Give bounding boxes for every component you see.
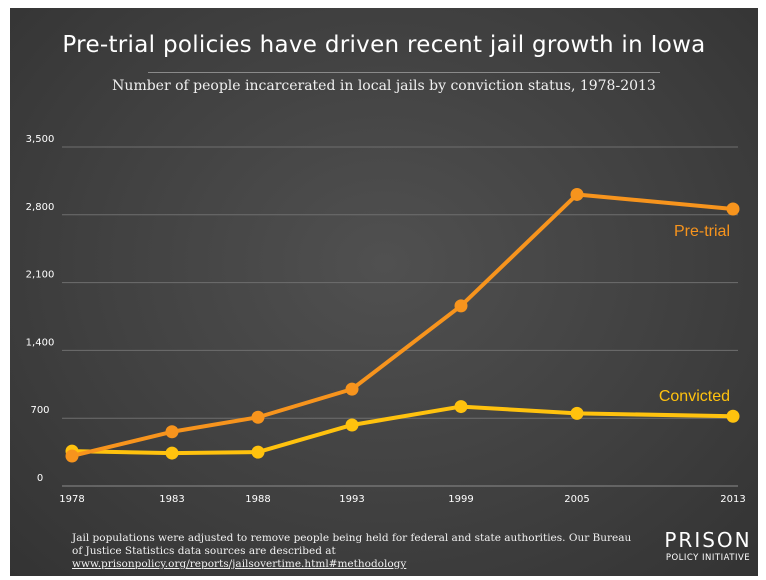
chart-subtitle: Number of people incarcerated in local j… (112, 78, 656, 94)
title-divider (148, 72, 660, 73)
series (65, 187, 740, 463)
logo-line-1: PRISON (664, 528, 752, 552)
line-chart: 0 700 1,400 2,100 2,800 3,500 1978 1983 1988 199… (26, 134, 746, 505)
prison-policy-logo: PRISON POLICY INITIATIVE (660, 528, 756, 564)
footer-text: Jail populations were adjusted to remove… (72, 532, 632, 557)
x-axis-ticks: 1978 1983 1988 1993 1999 2005 2013 (59, 494, 745, 505)
footer-note: Jail populations were adjusted to remove… (72, 532, 632, 571)
data-point (165, 425, 179, 439)
x-tick-label: 1993 (339, 494, 364, 505)
y-tick-label: 2,800 (26, 202, 55, 213)
data-point (345, 418, 359, 432)
y-axis-ticks: 0 700 1,400 2,100 2,800 3,500 (26, 134, 55, 484)
methodology-link[interactable]: www.prisonpolicy.org/reports/jailsoverti… (72, 558, 407, 570)
series-label: Convicted (659, 388, 730, 405)
x-tick-label: 1983 (159, 494, 184, 505)
data-point (251, 445, 265, 459)
y-tick-label: 0 (37, 473, 43, 484)
data-point (165, 446, 179, 460)
data-point (726, 202, 740, 216)
data-point (570, 406, 584, 420)
x-tick-label: 1978 (59, 494, 84, 505)
data-point (454, 299, 468, 313)
x-tick-label: 2005 (564, 494, 589, 505)
data-point (454, 400, 468, 414)
y-tick-label: 2,100 (26, 270, 55, 281)
data-point (251, 410, 265, 424)
chart-frame: Pre-trial policies have driven recent ja… (10, 8, 758, 576)
x-tick-label: 1999 (448, 494, 473, 505)
y-tick-label: 1,400 (26, 337, 55, 348)
data-point (726, 409, 740, 423)
data-point (570, 187, 584, 201)
series-labels: Pre-trial Convicted (659, 223, 730, 405)
data-point (65, 449, 79, 463)
data-point (345, 382, 359, 396)
x-tick-label: 1988 (245, 494, 270, 505)
y-tick-label: 3,500 (26, 134, 55, 145)
logo-line-2: POLICY INITIATIVE (665, 553, 751, 563)
series-label: Pre-trial (674, 223, 730, 240)
chart-title: Pre-trial policies have driven recent ja… (62, 32, 706, 58)
y-tick-label: 700 (30, 405, 49, 416)
x-tick-label: 2013 (720, 494, 745, 505)
